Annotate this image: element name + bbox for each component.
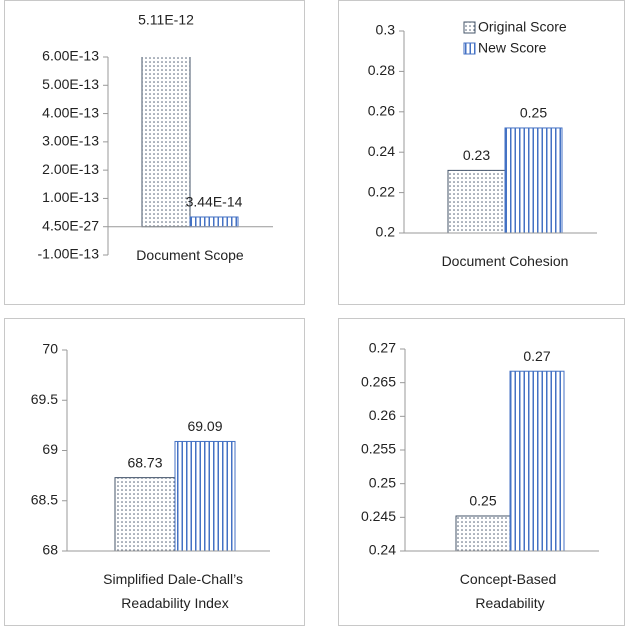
- y-tick-label: 0.24: [368, 143, 395, 159]
- bar: [114, 477, 176, 551]
- legend-label: Original Score: [478, 19, 567, 35]
- y-tick-label: 0.22: [368, 183, 395, 199]
- value-label: 0.25: [520, 105, 547, 121]
- category-label: Document Cohesion: [442, 253, 569, 269]
- y-tick-label: -1.00E-13: [38, 246, 100, 262]
- bar: [189, 216, 239, 228]
- value-label: 5.11E-12: [138, 12, 194, 28]
- y-tick-label: 0.28: [368, 62, 395, 78]
- bar: [509, 370, 565, 551]
- bar: [455, 515, 511, 551]
- y-tick-label: 0.24: [369, 542, 396, 558]
- y-tick-label: 69.5: [31, 391, 58, 407]
- y-tick-label: 0.255: [361, 441, 396, 457]
- value-label: 69.09: [187, 418, 222, 434]
- legend-swatch: [463, 21, 476, 34]
- category-label: Document Scope: [136, 247, 244, 263]
- value-label: 68.73: [127, 454, 162, 470]
- panel-frame: [4, 0, 305, 305]
- y-tick-label: 0.26: [368, 103, 395, 119]
- y-tick-label: 6.00E-13: [42, 48, 99, 64]
- y-tick-label: 0.3: [376, 22, 396, 38]
- y-tick-label: 0.265: [361, 373, 396, 389]
- bar: [447, 169, 506, 233]
- y-tick-label: 68.5: [31, 491, 58, 507]
- y-tick-label: 1.00E-13: [42, 189, 99, 205]
- y-tick-label: 0.27: [369, 340, 396, 356]
- y-tick-label: 4.50E-27: [42, 217, 99, 233]
- bar: [504, 127, 563, 233]
- y-tick-label: 2.00E-13: [42, 161, 99, 177]
- value-label: 3.44E-14: [186, 194, 243, 210]
- y-tick-label: 0.25: [369, 474, 396, 490]
- y-tick-label: 5.00E-13: [42, 76, 99, 92]
- y-tick-label: 68: [42, 542, 58, 558]
- y-tick-label: 4.00E-13: [42, 104, 99, 120]
- y-tick-label: 70: [42, 341, 58, 357]
- legend-label: New Score: [478, 40, 547, 56]
- value-label: 0.23: [463, 147, 490, 163]
- legend-swatch: [463, 42, 476, 55]
- category-label: Concept-Based Readability: [460, 571, 560, 611]
- y-tick-label: 69: [42, 441, 58, 457]
- y-tick-label: 0.26: [369, 407, 396, 423]
- y-tick-label: 0.245: [361, 508, 396, 524]
- bar: [141, 57, 191, 228]
- value-label: 0.25: [469, 493, 496, 509]
- category-label: Simplified Dale-Chall’s Readability Inde…: [103, 571, 247, 611]
- y-tick-label: 0.2: [376, 224, 396, 240]
- value-label: 0.27: [523, 348, 550, 364]
- y-tick-label: 3.00E-13: [42, 133, 99, 149]
- bar: [174, 440, 236, 551]
